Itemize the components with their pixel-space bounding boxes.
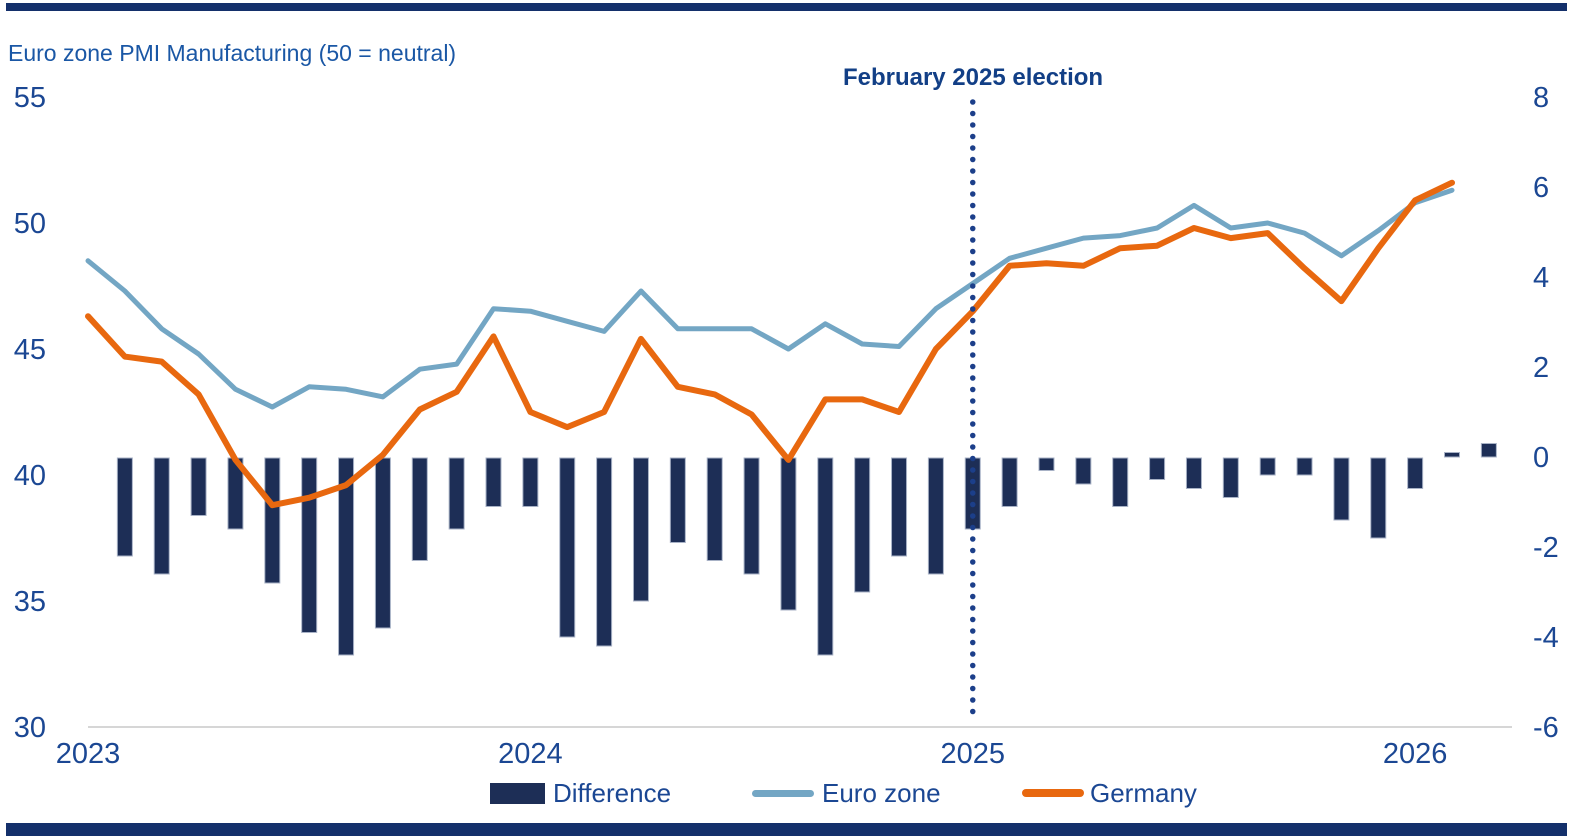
x-axis-year-label: 2024 bbox=[498, 738, 563, 770]
difference-bar bbox=[559, 457, 576, 638]
right-axis-tick: 0 bbox=[1533, 442, 1549, 474]
right-axis-tick: -6 bbox=[1533, 712, 1559, 744]
left-axis-tick: 45 bbox=[14, 334, 46, 366]
difference-bar bbox=[1001, 457, 1018, 507]
difference-bar bbox=[1333, 457, 1350, 521]
difference-bar bbox=[669, 457, 686, 543]
difference-bar bbox=[1370, 457, 1387, 539]
difference-bar bbox=[780, 457, 797, 611]
difference-bar bbox=[1480, 443, 1497, 458]
difference-bar bbox=[338, 457, 355, 656]
difference-bar bbox=[1185, 457, 1202, 489]
difference-bar bbox=[854, 457, 871, 593]
difference-bar bbox=[522, 457, 539, 507]
difference-bar bbox=[116, 457, 133, 557]
difference-bar bbox=[1444, 452, 1461, 458]
right-axis-tick: -2 bbox=[1533, 532, 1559, 564]
difference-bar bbox=[891, 457, 908, 557]
right-axis-tick: 4 bbox=[1533, 262, 1549, 294]
difference-bar bbox=[706, 457, 723, 561]
germany-line bbox=[85, 179, 1455, 509]
difference-bar bbox=[1407, 457, 1424, 489]
x-axis-year-label: 2025 bbox=[941, 738, 1006, 770]
chart-title: Euro zone PMI Manufacturing (50 = neutra… bbox=[8, 40, 457, 66]
difference-bar bbox=[596, 457, 613, 647]
difference-bar bbox=[1038, 457, 1055, 471]
difference-bar bbox=[374, 457, 391, 629]
x-axis-year-label: 2026 bbox=[1383, 738, 1448, 770]
difference-bar bbox=[1222, 457, 1239, 498]
left-axis-tick: 55 bbox=[14, 82, 46, 114]
difference-bar bbox=[153, 457, 170, 575]
right-axis-tick: 6 bbox=[1533, 172, 1549, 204]
difference-bar bbox=[1112, 457, 1129, 507]
left-axis-tick: 30 bbox=[14, 712, 46, 744]
left-axis-tick: 50 bbox=[14, 208, 46, 240]
difference-bar bbox=[301, 457, 318, 633]
difference-bar bbox=[485, 457, 502, 507]
left-axis-tick: 35 bbox=[14, 586, 46, 618]
right-axis-tick: 2 bbox=[1533, 352, 1549, 384]
difference-bar bbox=[743, 457, 760, 575]
difference-bar bbox=[927, 457, 944, 575]
difference-bar bbox=[1296, 457, 1313, 476]
difference-bar bbox=[1075, 457, 1092, 485]
difference-bar bbox=[1149, 457, 1166, 480]
difference-bar bbox=[817, 457, 834, 656]
top-border bbox=[6, 3, 1567, 11]
difference-bar bbox=[1259, 457, 1276, 476]
right-axis-tick: 8 bbox=[1533, 82, 1549, 114]
right-axis-tick: -4 bbox=[1533, 622, 1559, 654]
bottom-border bbox=[6, 823, 1567, 836]
difference-bar bbox=[632, 457, 649, 602]
difference-bar bbox=[411, 457, 428, 561]
difference-bar bbox=[448, 457, 465, 530]
x-axis-year-label: 2023 bbox=[56, 738, 121, 770]
difference-bar bbox=[190, 457, 207, 516]
left-axis-tick: 40 bbox=[14, 460, 46, 492]
eurozone-line bbox=[85, 187, 1455, 410]
election-annotation: February 2025 election bbox=[842, 64, 1104, 91]
difference-bar bbox=[264, 457, 281, 584]
